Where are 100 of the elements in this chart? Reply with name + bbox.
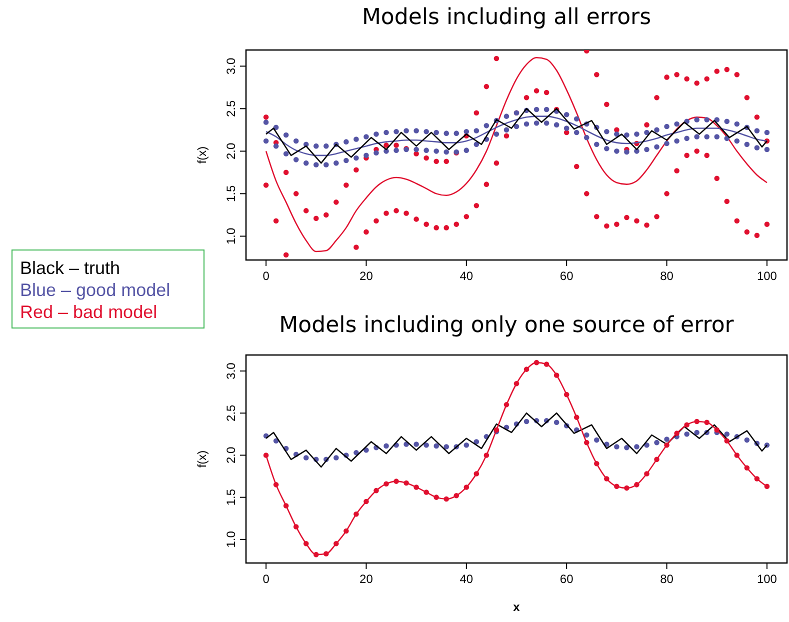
point — [344, 182, 349, 188]
point — [704, 76, 710, 82]
point — [273, 482, 279, 488]
point — [674, 430, 680, 436]
point — [714, 134, 720, 140]
y-tick-label: 2.0 — [224, 446, 238, 464]
point — [474, 110, 480, 116]
point — [764, 130, 770, 136]
point — [364, 134, 369, 140]
point — [694, 80, 700, 86]
point — [404, 210, 409, 216]
point — [614, 132, 620, 137]
point — [714, 176, 720, 182]
point — [384, 130, 389, 136]
y-axis-title: f(x) — [195, 146, 209, 164]
point — [364, 152, 369, 158]
point — [434, 148, 439, 154]
point — [544, 106, 550, 112]
x-tick-label: 80 — [660, 269, 674, 283]
point — [634, 444, 640, 450]
point — [624, 485, 630, 491]
point — [534, 106, 540, 112]
point — [654, 94, 660, 100]
point — [484, 182, 490, 187]
point — [614, 222, 620, 227]
point — [594, 437, 600, 443]
point — [283, 503, 289, 508]
point — [574, 130, 580, 136]
point — [544, 362, 550, 367]
point — [704, 152, 710, 158]
y-tick-label: 1.0 — [224, 530, 238, 548]
point — [534, 360, 540, 366]
point — [744, 229, 750, 235]
y-tick-label: 2.5 — [224, 100, 238, 118]
point — [434, 225, 439, 230]
point — [654, 214, 660, 220]
point — [474, 142, 480, 148]
point — [404, 480, 409, 486]
point — [554, 420, 560, 426]
point — [564, 392, 570, 398]
point — [674, 121, 680, 127]
point — [724, 118, 730, 124]
point — [474, 471, 480, 476]
point — [303, 208, 309, 214]
point — [544, 90, 550, 96]
point — [744, 465, 750, 470]
point — [654, 440, 660, 446]
point — [434, 130, 439, 136]
point — [754, 128, 760, 134]
point — [644, 122, 650, 128]
point — [324, 551, 329, 556]
point — [724, 66, 730, 72]
point — [604, 102, 610, 108]
point — [424, 442, 429, 448]
point — [374, 150, 379, 156]
point — [424, 128, 429, 134]
point — [283, 252, 289, 258]
point — [394, 142, 399, 148]
point — [764, 146, 770, 152]
point — [364, 229, 369, 235]
point — [444, 130, 450, 136]
point — [594, 72, 600, 78]
point — [764, 222, 770, 227]
point — [313, 216, 319, 221]
point — [664, 140, 670, 146]
point — [594, 460, 600, 466]
point — [283, 151, 289, 156]
x-tick-label: 0 — [262, 269, 270, 283]
point — [344, 139, 349, 144]
point — [464, 148, 470, 153]
point — [354, 167, 359, 173]
point — [644, 222, 650, 228]
point — [524, 418, 530, 424]
point — [424, 222, 429, 227]
point — [354, 512, 359, 517]
point — [754, 232, 760, 238]
y-tick-label: 3.0 — [224, 362, 238, 380]
point — [664, 436, 670, 442]
point — [474, 128, 480, 134]
point — [534, 120, 540, 126]
point — [574, 164, 580, 170]
point — [263, 120, 269, 125]
point — [484, 84, 490, 90]
point — [684, 152, 690, 158]
point — [414, 442, 419, 447]
point — [434, 158, 439, 164]
point — [564, 112, 570, 118]
point — [394, 148, 399, 153]
point — [664, 191, 670, 196]
point — [273, 218, 279, 224]
point — [684, 422, 690, 428]
point — [524, 121, 530, 127]
point — [384, 142, 389, 148]
line-series — [265, 57, 768, 252]
point — [624, 444, 630, 450]
point — [764, 484, 770, 490]
point — [624, 149, 630, 155]
point — [454, 492, 460, 498]
point — [694, 117, 700, 122]
x-tick-label: 40 — [460, 572, 474, 586]
